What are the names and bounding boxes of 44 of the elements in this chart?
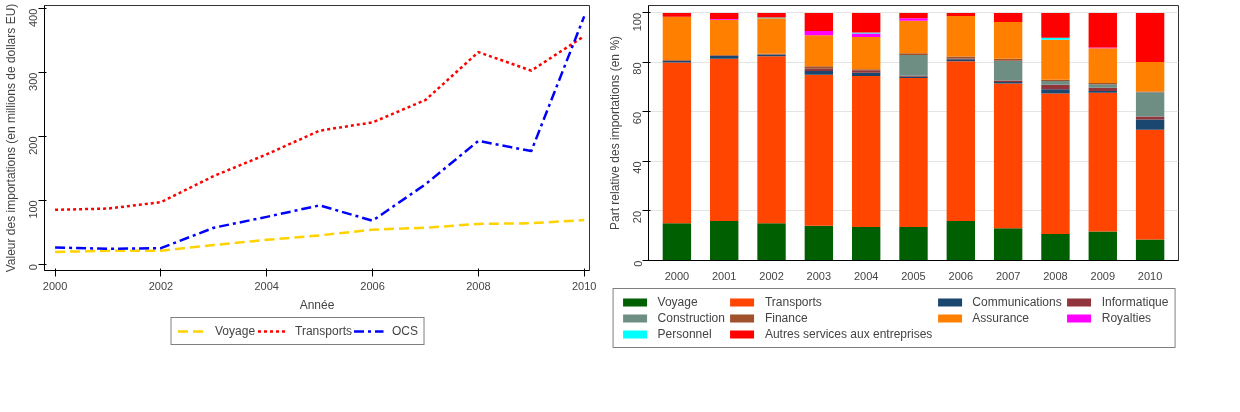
y-tick-label: 200 (27, 136, 40, 155)
legend-label: Finance (764, 310, 808, 325)
x-tick-label: 2004 (254, 279, 279, 292)
legend-label: Transports (764, 294, 822, 309)
x-tick-label: 2002 (759, 269, 784, 282)
legend-label: Autres services aux entreprises (764, 326, 933, 341)
x-tick-label: 2000 (664, 269, 690, 282)
x-tick-label: 2004 (853, 269, 879, 282)
x-tick-label: 2008 (1043, 269, 1068, 282)
x-axis-title: Année (299, 297, 335, 312)
x-tick-label: 2010 (571, 279, 597, 292)
x-tick-label: 2003 (806, 269, 832, 282)
x-tick-label: 2006 (948, 269, 974, 282)
x-tick-label: 2010 (1137, 269, 1163, 282)
x-tick-label: 2006 (360, 279, 385, 292)
x-tick-label: 2002 (148, 279, 174, 292)
legend-label: Assurance (972, 310, 1030, 325)
x-tick-label: 2000 (42, 279, 68, 292)
legend-label: Royalties (1101, 310, 1152, 325)
legend-label: Voyage (657, 294, 698, 309)
legend-label: Voyage (215, 323, 256, 338)
y-tick-label: 0 (27, 264, 40, 271)
y-tick-label: 100 (631, 12, 644, 32)
legend-label: Informatique (1101, 294, 1169, 309)
y-tick-label: 80 (631, 62, 644, 75)
legend-label: Communications (972, 294, 1062, 309)
x-tick-label: 2005 (901, 269, 926, 282)
x-tick-label: 2008 (466, 279, 491, 292)
y-tick-label: 20 (631, 210, 644, 224)
y-tick-label: 0 (631, 260, 644, 267)
y-axis-title: Valeur des importations (en millions de dollars EU) (3, 3, 18, 273)
y-axis-title: Part relative des importations (en %) (607, 35, 622, 231)
y-tick-label: 100 (27, 200, 40, 219)
y-tick-label: 40 (631, 161, 644, 174)
legend-label: Transports (295, 323, 352, 338)
y-tick-label: 60 (631, 111, 644, 125)
legend-label: OCS (391, 323, 418, 338)
y-tick-label: 400 (27, 8, 40, 28)
x-tick-label: 2009 (1090, 269, 1116, 282)
x-tick-label: 2007 (995, 269, 1021, 282)
legend-label: Construction (657, 310, 725, 325)
y-tick-label: 300 (27, 72, 40, 91)
x-tick-label: 2001 (711, 269, 737, 282)
legend-label: Personnel (657, 326, 712, 341)
